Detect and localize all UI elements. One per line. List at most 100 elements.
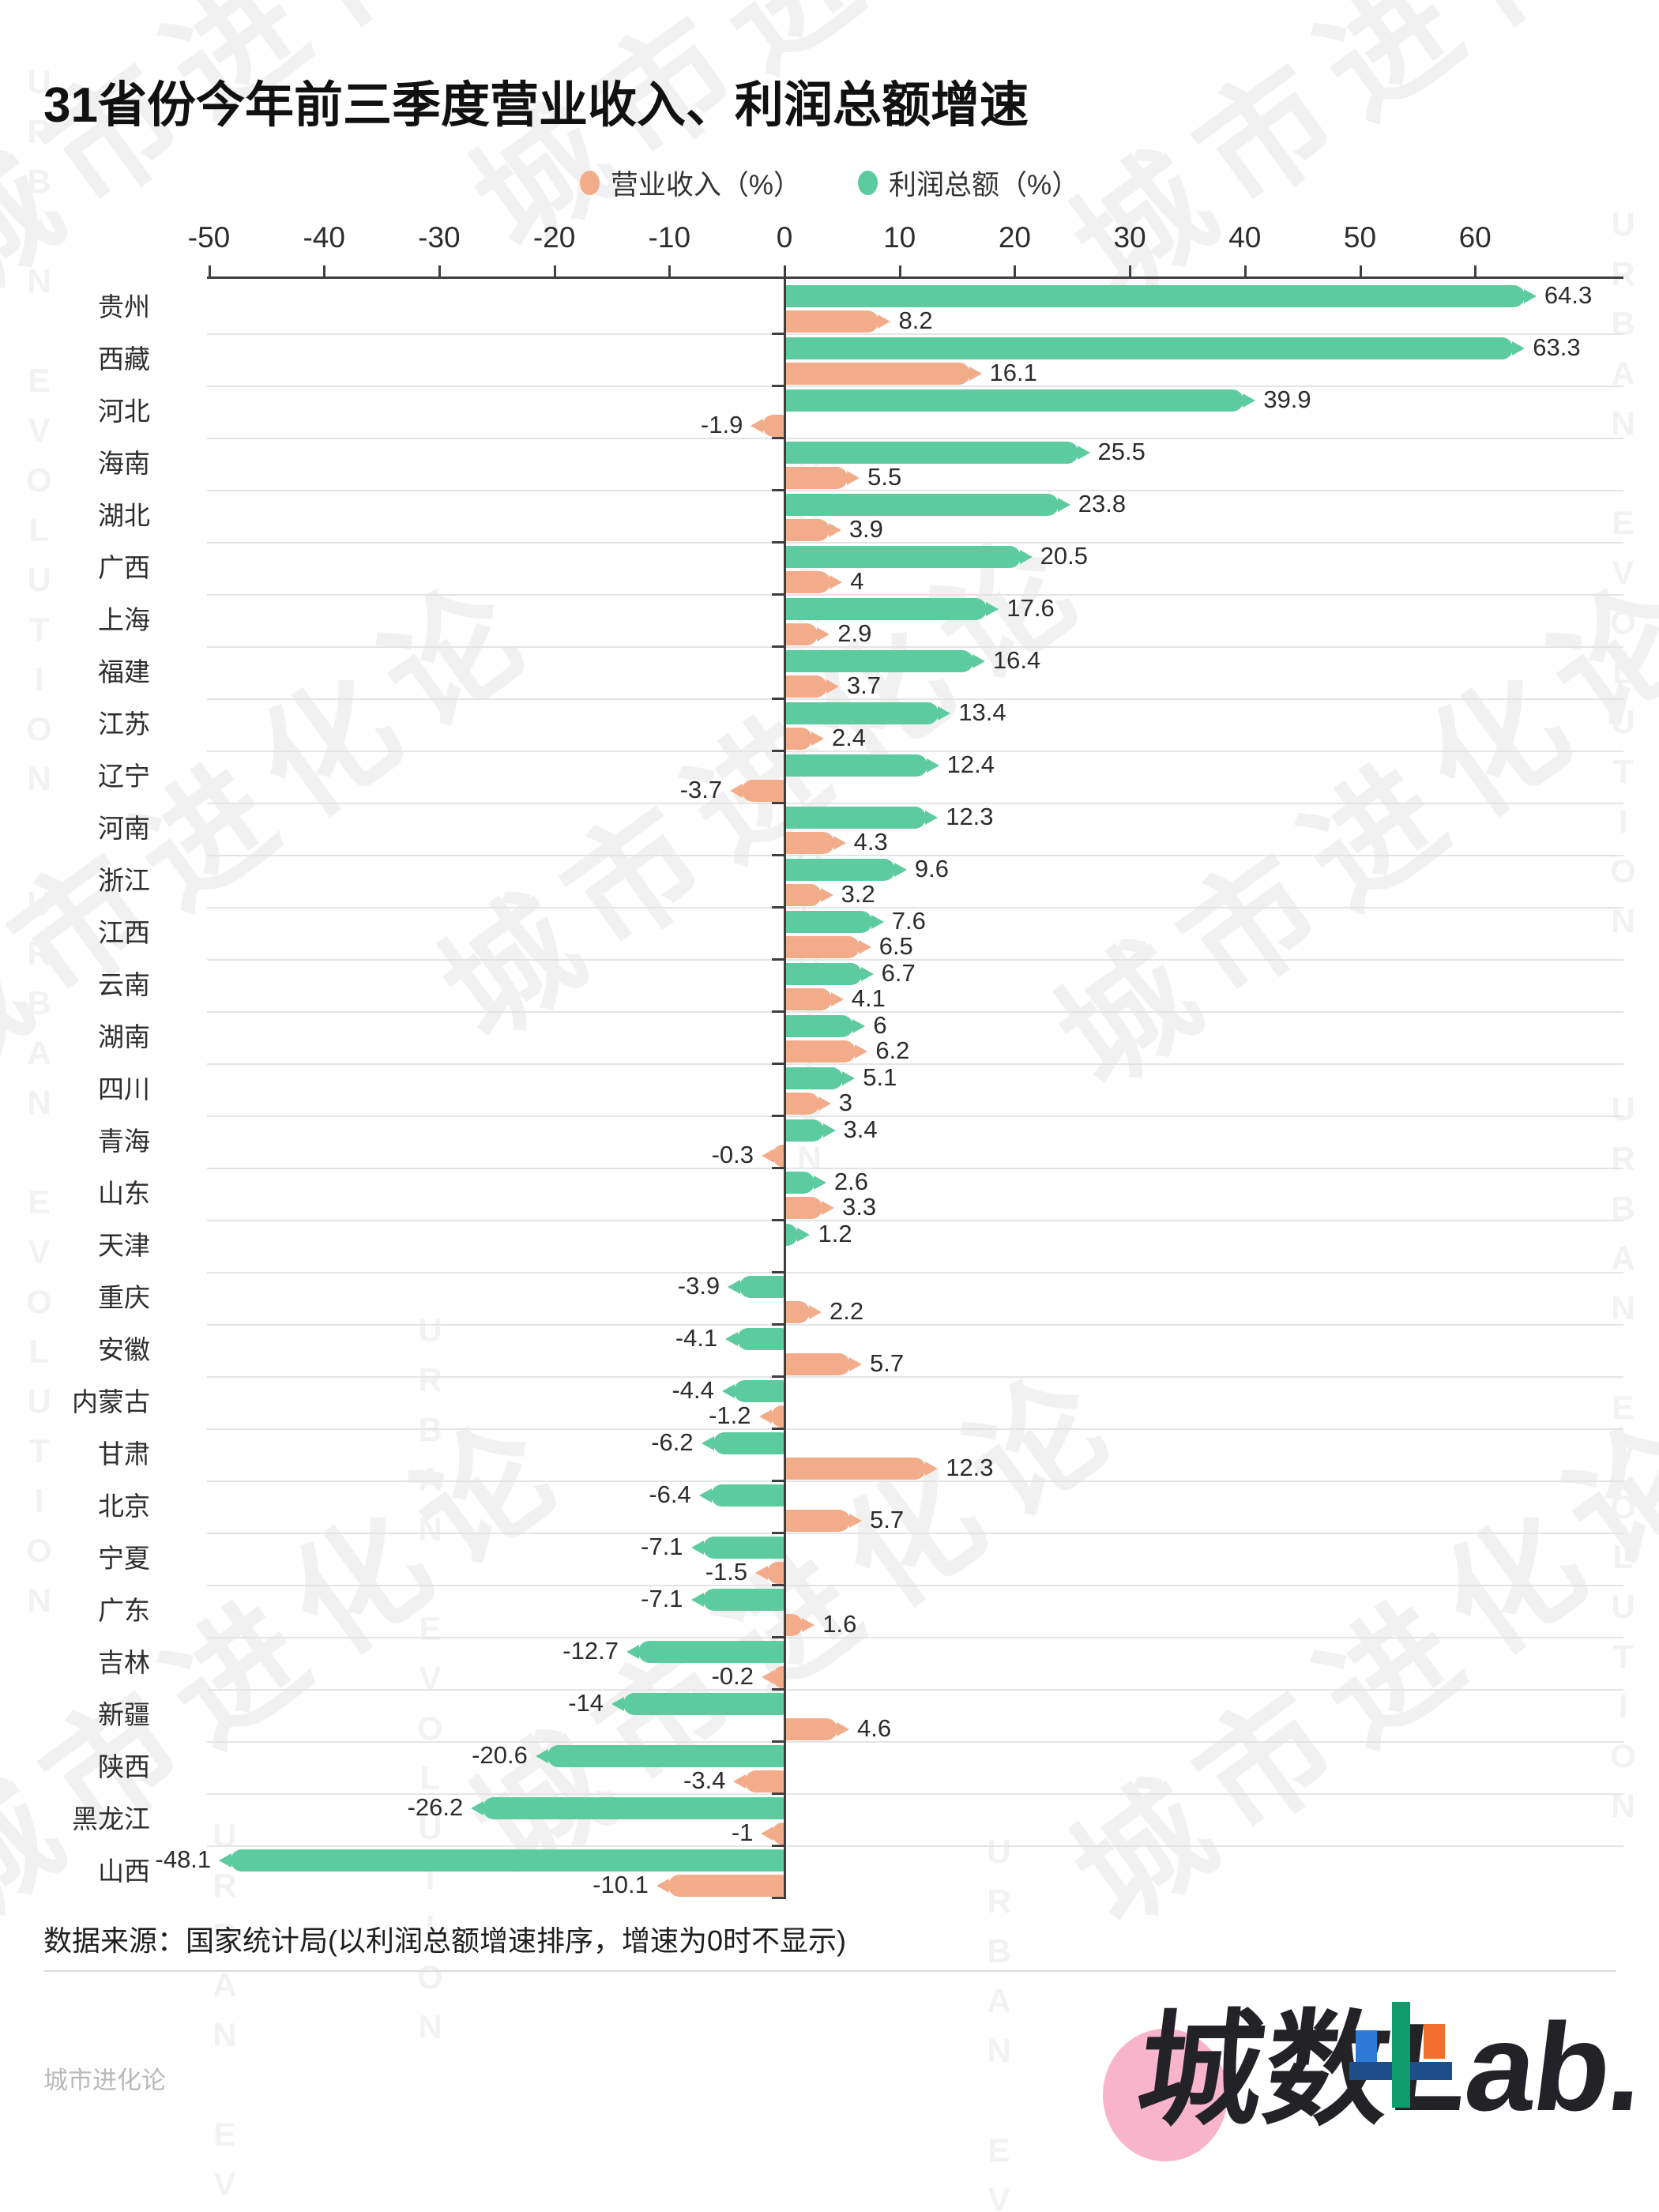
zero-baseline-tick — [772, 698, 784, 700]
profit-bar — [784, 598, 999, 620]
revenue-bar-tip — [656, 1879, 669, 1893]
category-label: 贵州 — [98, 292, 150, 322]
profit-value-label: 9.6 — [914, 855, 949, 882]
category-label: 西藏 — [98, 344, 150, 374]
profit-value-label: 63.3 — [1533, 333, 1581, 361]
x-axis-tick — [438, 265, 441, 277]
revenue-value-label: -1.9 — [700, 411, 743, 438]
profit-value-label: -26.2 — [407, 1793, 464, 1821]
row-separator — [207, 1168, 1623, 1169]
x-axis-tick — [1014, 265, 1017, 277]
row-separator — [207, 1272, 1623, 1273]
revenue-bar — [656, 1875, 784, 1897]
revenue-value-label: 3.2 — [841, 880, 875, 908]
row-separator — [207, 1011, 1623, 1013]
revenue-bar — [784, 1510, 863, 1532]
row-separator — [207, 698, 1623, 700]
zero-baseline-tick — [772, 1740, 784, 1743]
category-label: 湖北 — [98, 501, 150, 530]
profit-bar-tip — [626, 1645, 639, 1659]
revenue-bar-tip — [826, 679, 839, 694]
category-label: 辽宁 — [98, 762, 150, 791]
revenue-value-label: 3.9 — [848, 515, 883, 543]
revenue-bar — [733, 1770, 784, 1793]
zero-baseline-tick — [772, 1428, 784, 1430]
profit-bar — [784, 754, 939, 777]
profit-bar — [784, 650, 985, 672]
x-axis-tick — [1243, 265, 1247, 277]
x-axis-tick — [323, 265, 326, 277]
category-label: 北京 — [98, 1492, 150, 1521]
revenue-value-label: 6.5 — [878, 932, 913, 960]
brand-logo: 城数 Lab. — [1098, 1997, 1651, 2163]
zero-baseline-tick — [772, 541, 784, 544]
category-label: 上海 — [98, 605, 150, 634]
revenue-value-label: 5.7 — [870, 1349, 905, 1377]
zero-baseline-tick — [772, 1532, 784, 1534]
brand-name-left: 城市进化论 — [43, 2067, 166, 2094]
revenue-bar-tip — [730, 784, 743, 798]
revenue-bar — [784, 728, 824, 750]
revenue-bar — [784, 467, 860, 489]
revenue-value-label: -0.2 — [711, 1662, 754, 1690]
profit-bar — [784, 1224, 811, 1246]
profit-bar-tip — [986, 602, 999, 616]
revenue-value-label: 5.5 — [867, 463, 902, 491]
revenue-value-label: 8.2 — [898, 307, 933, 334]
category-label: 甘肃 — [98, 1439, 150, 1469]
revenue-bar-tip — [849, 1514, 863, 1528]
revenue-bar — [758, 1405, 784, 1428]
revenue-bar-tip — [833, 836, 846, 850]
profit-value-label: -12.7 — [562, 1637, 619, 1665]
revenue-value-label: 3 — [838, 1089, 852, 1116]
profit-bar — [784, 285, 1537, 307]
profit-bar-tip — [471, 1801, 484, 1815]
profit-bar — [784, 1119, 836, 1142]
revenue-bar-tip — [820, 888, 833, 902]
profit-bar — [698, 1484, 784, 1507]
profit-bar-tip — [698, 1488, 712, 1503]
profit-bar-tip — [690, 1540, 704, 1555]
category-label: 河南 — [98, 814, 150, 843]
row-separator — [207, 1324, 1623, 1326]
x-axis-tick — [208, 265, 211, 277]
profit-bar — [626, 1641, 784, 1663]
profit-bar — [784, 494, 1070, 516]
revenue-value-label: 16.1 — [989, 359, 1037, 386]
zero-baseline-tick — [772, 906, 784, 908]
row-separator — [207, 1637, 1623, 1638]
revenue-bar — [750, 415, 784, 437]
row-separator — [207, 1220, 1623, 1221]
revenue-bar-tip — [822, 1201, 835, 1215]
x-axis-tick-label: -50 — [187, 221, 231, 254]
profit-value-label: -20.6 — [472, 1741, 528, 1769]
zero-baseline-tick — [772, 645, 784, 648]
profit-value-label: 64.3 — [1544, 281, 1593, 309]
category-label: 福建 — [98, 657, 150, 687]
profit-bar-tip — [690, 1593, 704, 1607]
page-title: 31省份今年前三季度营业收入、利润总额增速 — [43, 78, 1029, 133]
x-axis-line — [207, 276, 1623, 279]
category-label: 内蒙古 — [72, 1387, 150, 1416]
revenue-bar-tip — [818, 1097, 831, 1111]
zero-baseline-tick — [772, 1845, 784, 1847]
revenue-value-label: -3.4 — [683, 1766, 726, 1794]
profit-bar-tip — [535, 1749, 548, 1763]
profit-bar-tip — [1019, 550, 1033, 564]
profit-bar-tip — [842, 1071, 856, 1085]
revenue-bar-tip — [925, 1462, 939, 1476]
legend-label-profit: 利润总额（%） — [889, 170, 1080, 201]
row-separator — [207, 542, 1623, 544]
row-separator — [207, 803, 1623, 804]
profit-value-label: 1.2 — [818, 1220, 852, 1247]
category-label: 江苏 — [98, 709, 150, 739]
x-axis-tick — [898, 265, 901, 277]
zero-baseline-tick — [772, 958, 784, 961]
row-separator — [207, 490, 1623, 491]
profit-bar-tip — [926, 758, 939, 773]
chart-legend: 营业收入（%） 利润总额（%） — [0, 163, 1659, 203]
zero-baseline-tick — [772, 1793, 784, 1795]
profit-value-label: -4.4 — [672, 1376, 714, 1404]
profit-bar-tip — [1523, 289, 1537, 303]
profit-value-label: -6.4 — [649, 1480, 691, 1508]
